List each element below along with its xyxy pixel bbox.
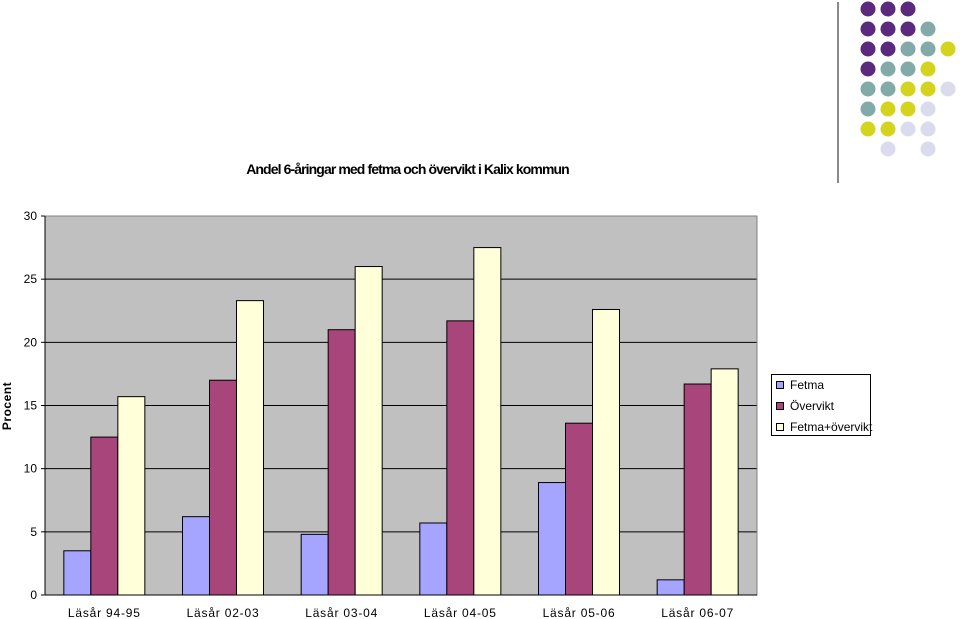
decorative-dot xyxy=(920,61,936,77)
decorative-dot xyxy=(860,21,876,37)
y-tick-label: 25 xyxy=(24,272,38,286)
decorative-dot xyxy=(920,141,936,157)
decorative-dot xyxy=(920,101,936,117)
bar--vervikt-3 xyxy=(446,320,475,596)
legend-swatch xyxy=(776,381,784,389)
bar-fetma-vervikt-2 xyxy=(354,266,383,596)
decorative-dot xyxy=(880,81,896,97)
decorative-dot xyxy=(920,81,936,97)
legend-label: Övervikt xyxy=(790,399,835,413)
bar--vervikt-2 xyxy=(327,329,356,596)
decorative-dot xyxy=(900,61,916,77)
legend-swatch xyxy=(776,402,784,410)
bar-fetma-3 xyxy=(419,522,448,596)
legend-label: Fetma+övervikt xyxy=(790,420,873,434)
decorative-dot xyxy=(920,41,936,57)
x-tick-label: Läsår 94-95 xyxy=(68,606,141,619)
decorative-dot xyxy=(860,41,876,57)
decorative-dot xyxy=(920,21,936,37)
x-tick-label: Läsår 02-03 xyxy=(187,606,260,619)
legend-label: Fetma xyxy=(790,378,825,392)
legend-item: Fetma+övervikt xyxy=(776,419,872,435)
decorative-dot xyxy=(900,21,916,37)
decorative-dot xyxy=(900,81,916,97)
decorative-dot xyxy=(880,141,896,157)
x-tick-label: Läsår 06-07 xyxy=(661,606,734,619)
y-tick-label: 0 xyxy=(30,588,37,602)
decorative-dot xyxy=(900,1,916,17)
decorative-dot xyxy=(860,101,876,117)
bar-fetma-0 xyxy=(63,550,92,596)
bar-fetma-1 xyxy=(182,516,210,596)
bar-fetma-2 xyxy=(300,533,329,596)
legend-item: Fetma xyxy=(776,377,824,393)
decorative-dot xyxy=(940,81,956,97)
decorative-dot xyxy=(860,81,876,97)
bar--vervikt-5 xyxy=(683,383,712,596)
decorative-dot xyxy=(860,121,876,137)
bar-fetma-vervikt-4 xyxy=(592,308,620,596)
legend-item: Övervikt xyxy=(776,398,834,414)
bar-fetma-vervikt-3 xyxy=(473,247,502,596)
y-tick-label: 10 xyxy=(24,462,38,476)
y-tick-label: 15 xyxy=(24,399,38,413)
decorative-dot xyxy=(880,61,896,77)
x-tick-label: Läsår 03-04 xyxy=(305,606,378,619)
decorative-dot xyxy=(880,101,896,117)
bar-fetma-4 xyxy=(538,482,566,596)
decorative-dot xyxy=(880,41,896,57)
x-tick-label: Läsår 05-06 xyxy=(543,606,616,619)
x-tick-label: Läsår 04-05 xyxy=(424,606,497,619)
y-tick-label: 20 xyxy=(24,335,38,349)
bar--vervikt-4 xyxy=(565,422,593,596)
decorative-dot-grid xyxy=(837,1,956,183)
decorative-dot xyxy=(900,41,916,57)
decorative-dot xyxy=(880,21,896,37)
legend-swatch xyxy=(776,423,784,431)
legend: Fetma Övervikt Fetma+övervikt xyxy=(771,374,872,436)
decorative-dot xyxy=(880,121,896,137)
decorative-dot xyxy=(920,121,936,137)
y-tick-label: 5 xyxy=(30,525,37,539)
decorative-dot xyxy=(880,1,896,17)
decorative-dot xyxy=(860,61,876,77)
decorative-dot xyxy=(900,101,916,117)
y-tick-label: 30 xyxy=(24,209,38,223)
bar-fetma-5 xyxy=(656,579,685,596)
y-axis-label: Procent xyxy=(0,382,14,430)
decorative-dot xyxy=(860,1,876,17)
chart-title: Andel 6-åringar med fetma och övervikt i… xyxy=(246,161,570,177)
bar--vervikt-0 xyxy=(90,436,119,596)
bar--vervikt-1 xyxy=(209,379,237,596)
bar-fetma-vervikt-5 xyxy=(710,368,739,596)
bar-fetma-vervikt-0 xyxy=(117,396,146,596)
bar-fetma-vervikt-1 xyxy=(236,300,264,596)
decorative-dot xyxy=(940,41,956,57)
decorative-dot xyxy=(900,121,916,137)
